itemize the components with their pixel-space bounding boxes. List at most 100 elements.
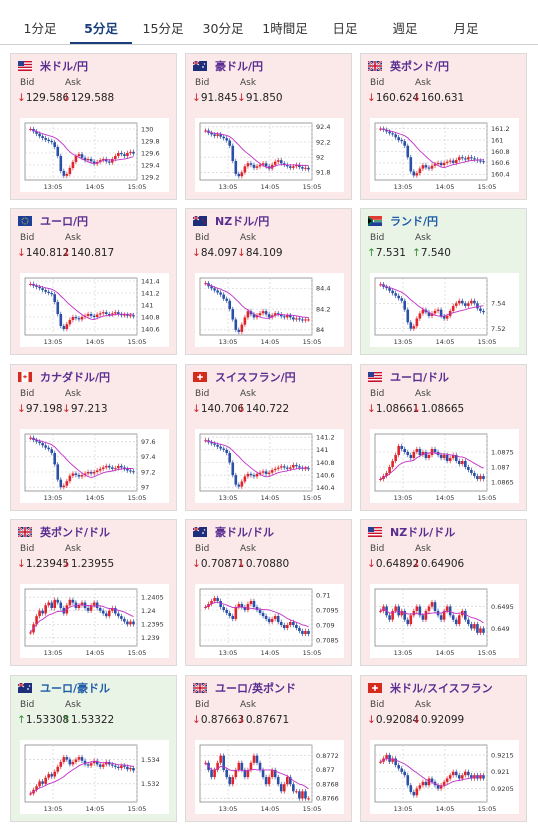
pair-header[interactable]: 豪ドル/ドル	[192, 524, 275, 540]
candle-body	[234, 475, 238, 485]
rate-card[interactable]: NZドル/円 Bid Ask ↓84.097 ↓84.109 13:05 14:05 15:0…	[185, 208, 352, 355]
tab-30min[interactable]: 30分足	[202, 21, 244, 36]
candle-body	[282, 784, 286, 792]
candle-body	[457, 615, 461, 625]
pair-name[interactable]: NZドル/ドル	[390, 526, 456, 539]
ask-price: 129.588	[70, 92, 115, 104]
bid-value: ↓0.92084	[367, 714, 419, 726]
pair-header[interactable]: ランド/円	[368, 213, 438, 229]
pair-header[interactable]: カナダドル/円	[18, 369, 110, 385]
mini-candlestick-chart[interactable]: 13:05 14:05 15:05 141.4 141.2 141 140.8 140.6	[20, 273, 169, 347]
pair-header[interactable]: 豪ドル/円	[192, 58, 264, 74]
pair-header[interactable]: 米ドル/スイスフラン	[368, 680, 493, 696]
rate-card[interactable]: ユーロ/ドル Bid Ask ↓1.08661 ↓1.08665 13:05 14:05 15…	[360, 364, 527, 511]
tab-weekly[interactable]: 週足	[392, 21, 418, 36]
pair-header[interactable]: NZドル/ドル	[368, 524, 455, 540]
mini-candlestick-chart[interactable]: 13:05 14:05 15:05 92.4 92.2 92 91.8	[195, 118, 344, 192]
rate-card[interactable]: スイスフラン/円 Bid Ask ↓140.706 ↓140.722 13:05 14:05…	[185, 364, 352, 511]
tab-1hour[interactable]: 1時間足	[262, 21, 308, 36]
pair-name[interactable]: ランド/円	[390, 215, 439, 228]
pair-header[interactable]: ユーロ/円	[18, 213, 88, 229]
candle-body	[240, 172, 244, 177]
mini-candlestick-chart[interactable]: 13:05 14:05 15:05 7.54 7.52	[370, 273, 519, 347]
y-tick-label: 1.0875	[491, 448, 514, 456]
candle-body	[301, 631, 304, 634]
rate-card[interactable]: ユーロ/英ポンド Bid Ask ↓0.87663 ↓0.87671 13:05 14:05…	[185, 675, 352, 822]
pair-name[interactable]: ユーロ/豪ドル	[40, 682, 111, 695]
ask-price: 140.722	[245, 403, 290, 415]
pair-name[interactable]: 英ポンド/円	[390, 60, 450, 73]
rate-card[interactable]: ユーロ/円 Bid Ask ↓140.812 ↓140.817 13:05 14:05 15:…	[10, 208, 177, 355]
candle-body	[114, 312, 117, 314]
rate-card[interactable]: 英ポンド/ドル Bid Ask ↓1.23945 ↓1.23955 13:05 14:05 1…	[10, 519, 177, 666]
rate-card[interactable]: 米ドル/円 Bid Ask ↓129.586 ↓129.588 13:05 14:05 15:…	[10, 53, 177, 200]
tab-15min[interactable]: 15分足	[142, 21, 184, 36]
candle-body	[289, 315, 292, 318]
candle-body	[409, 322, 413, 329]
candle-body	[95, 760, 99, 765]
mini-candlestick-chart[interactable]: 13:05 14:05 15:05 1.2405 1.24 1.2395 1.239	[20, 584, 169, 658]
tab-1min[interactable]: 1分足	[23, 21, 57, 36]
mini-candlestick-chart[interactable]: 13:05 14:05 15:05 161.2 161 160.8 160.6 160.4	[370, 118, 519, 192]
pair-header[interactable]: ユーロ/豪ドル	[17, 680, 111, 696]
pair-name[interactable]: 豪ドル/円	[215, 60, 264, 73]
rate-card[interactable]: ランド/円 Bid Ask ↑7.531 ↑7.540 13:05 14:05 15:05 7.…	[360, 208, 527, 355]
pair-name[interactable]: カナダドル/円	[40, 371, 111, 384]
rate-card[interactable]: 米ドル/スイスフラン Bid Ask ↓0.92084 ↓0.92099 13:05 14:…	[360, 675, 527, 822]
mini-candlestick-chart[interactable]: 13:05 14:05 15:05 1.0875 1.087 1.0865	[370, 429, 519, 503]
candle-body	[126, 314, 129, 316]
moving-average-line	[30, 283, 134, 320]
mini-candlestick-chart[interactable]: 13:05 14:05 15:05 84.4 84.2 84	[195, 273, 344, 347]
pair-header[interactable]: 米ドル/円	[18, 58, 88, 74]
candle-body	[289, 166, 292, 168]
candle-body	[418, 606, 422, 616]
pair-name[interactable]: 英ポンド/ドル	[40, 526, 111, 539]
tab-5min[interactable]: 5分足	[70, 0, 132, 44]
chart-svg: 13:05 14:05 15:05 1.534 1.532	[24, 744, 160, 813]
candle-body	[219, 134, 222, 137]
pair-name[interactable]: NZドル/円	[215, 215, 270, 228]
mini-candlestick-chart[interactable]: 13:05 14:05 15:05 1.534 1.532	[20, 740, 169, 814]
candle-body	[53, 771, 57, 777]
pair-name[interactable]: スイスフラン/円	[215, 371, 296, 384]
chart-svg: 13:05 14:05 15:05 0.6495 0.649	[374, 588, 514, 657]
mini-candlestick-chart[interactable]: 13:05 14:05 15:05 141.2 141 140.8 140.6 140.4	[195, 429, 344, 503]
pair-header[interactable]: ユーロ/ドル	[368, 369, 449, 385]
candle-body	[59, 314, 63, 326]
rate-card[interactable]: 豪ドル/円 Bid Ask ↓91.845 ↓91.850 13:05 14:05 15:05…	[185, 53, 352, 200]
candle-body	[249, 601, 253, 604]
pair-header[interactable]: 英ポンド/ドル	[17, 524, 111, 540]
rate-card[interactable]: 豪ドル/ドル Bid Ask ↓0.70871 ↓0.70880 13:05 14:05 15…	[185, 519, 352, 666]
tab-monthly[interactable]: 月足	[453, 21, 479, 36]
rate-card[interactable]: カナダドル/円 Bid Ask ↓97.198 ↓97.213 13:05 14:05 15:…	[10, 364, 177, 511]
mini-candlestick-chart[interactable]: 13:05 14:05 15:05 0.71 0.7095 0.709 0.7085	[195, 584, 344, 658]
candle-body	[38, 287, 41, 289]
pair-header[interactable]: ユーロ/英ポンド	[192, 680, 297, 696]
x-tick-label: 14:05	[86, 649, 105, 657]
pair-header[interactable]: 英ポンド/円	[367, 58, 450, 74]
rate-card[interactable]: 英ポンド/円 Bid Ask ↓160.624 ↓160.631 13:05 14:05 15…	[360, 53, 527, 200]
pair-name[interactable]: ユーロ/ドル	[390, 371, 450, 384]
mini-candlestick-chart[interactable]: 13:05 14:05 15:05 130 129.8 129.6 129.4 129.2	[20, 118, 169, 192]
ask-down-arrow-icon: ↓	[237, 92, 246, 104]
mini-candlestick-chart[interactable]: 13:05 14:05 15:05 0.6495 0.649	[370, 584, 519, 658]
mini-candlestick-chart[interactable]: 13:05 14:05 15:05 0.8772 0.877 0.8768 0.8766	[195, 740, 344, 814]
x-tick-label: 13:05	[394, 805, 413, 813]
rate-card[interactable]: NZドル/ドル Bid Ask ↓0.64892 ↓0.64906 13:05 14:05 1…	[360, 519, 527, 666]
pair-name[interactable]: 豪ドル/ドル	[215, 526, 275, 539]
tab-daily[interactable]: 日足	[332, 21, 358, 36]
pair-name[interactable]: 米ドル/円	[40, 60, 89, 73]
pair-header[interactable]: NZドル/円	[192, 213, 270, 229]
pair-name[interactable]: ユーロ/円	[40, 215, 89, 228]
candle-body	[56, 464, 60, 480]
candle-body	[62, 608, 66, 614]
candle-body	[400, 610, 404, 616]
candle-body	[279, 784, 283, 792]
mini-candlestick-chart[interactable]: 13:05 14:05 15:05 97.6 97.4 97.2 97	[20, 429, 169, 503]
pair-header[interactable]: スイスフラン/円	[193, 369, 296, 385]
rate-card[interactable]: ユーロ/豪ドル Bid Ask ↑1.53308 ↑1.53322 13:05 14:05 1…	[10, 675, 177, 822]
pair-name[interactable]: 米ドル/スイスフラン	[390, 682, 493, 695]
candle-body	[304, 167, 307, 169]
pair-name[interactable]: ユーロ/英ポンド	[215, 682, 297, 695]
mini-candlestick-chart[interactable]: 13:05 14:05 15:05 0.9215 0.921 0.9205	[370, 740, 519, 814]
